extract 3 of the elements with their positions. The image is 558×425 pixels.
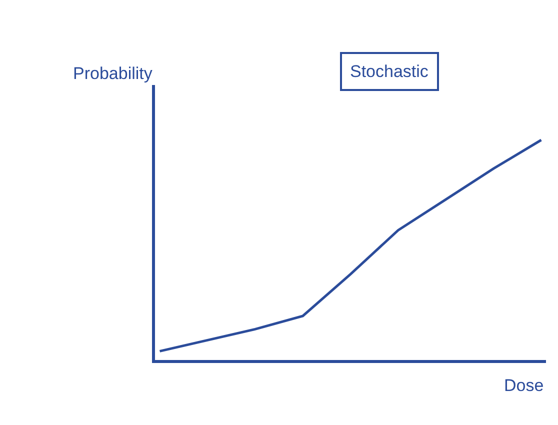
y-axis-title: Probability xyxy=(73,64,153,83)
text: Stochastic xyxy=(350,62,429,81)
x-axis-title: Dose xyxy=(504,376,544,395)
